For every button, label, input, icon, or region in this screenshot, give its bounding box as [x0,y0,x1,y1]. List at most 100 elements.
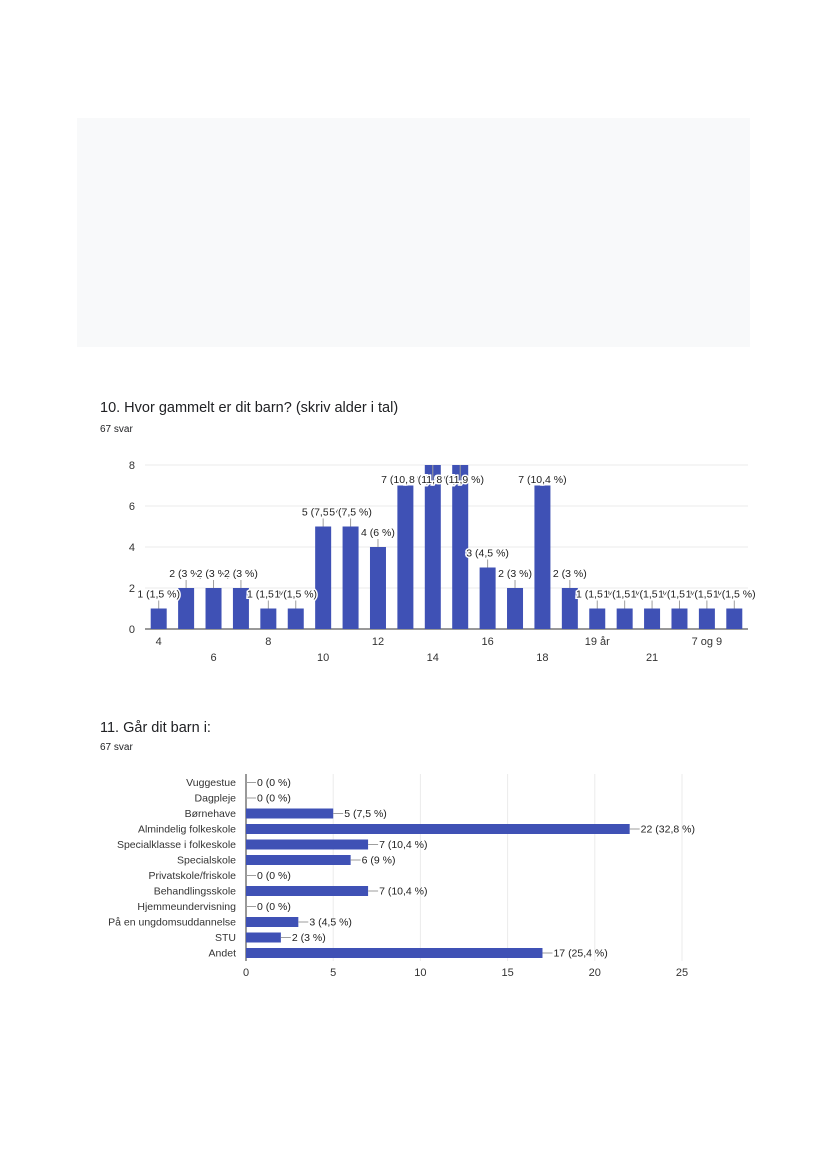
bar [424,465,441,629]
x-tick-label: 14 [427,652,439,664]
bar [178,588,195,629]
bar [246,808,334,819]
data-label: 2 (3 %) [224,568,258,580]
data-label: 8 (11,9 %) [409,474,457,486]
data-label: 2 (3 %) [292,932,326,944]
x-tick-label: 10 [414,967,426,979]
data-label: 7 (10,4 %) [381,474,429,486]
data-label: 7 (10,4 %) [379,839,427,851]
data-label: 1 (1,5 %) [658,589,701,601]
data-label: 5 (7,5 %) [302,507,345,519]
bar [205,588,222,629]
data-label: 3 (4,5 %) [309,917,352,929]
bar [616,608,633,629]
data-label: 1 (1,5 %) [631,589,674,601]
bar [561,588,578,629]
data-label: 5 (7,5 %) [344,808,387,820]
school-type-bar-chart: 0 5 10 15 20 25 Vuggestue 0 (0 %) Dagpleje 0 (0 %… [108,774,695,979]
data-label: 17 (25,4 %) [553,948,607,960]
data-label: 22 (32,8 %) [641,824,695,836]
data-label: 0 (0 %) [257,870,291,882]
data-label: 8 (11,9 %) [436,474,484,486]
bar [726,608,743,629]
data-label: 2 (3 %) [169,568,203,580]
x-tick-label: 8 [265,636,271,648]
question-11-response-count: 67 svar [100,742,133,753]
y-category-label: På en ungdomsuddannelse [108,917,236,929]
y-tick-label: 8 [129,460,135,472]
bar [287,608,304,629]
bar [246,886,369,896]
data-label: 3 (4,5 %) [466,548,509,560]
x-tick-label: 4 [156,636,162,648]
question-10-title: 10. Hvor gammelt er dit barn? (skriv ald… [100,400,399,416]
data-label: 1 (1,5 %) [576,589,619,601]
bar [150,608,167,629]
data-label: 1 (1,5 %) [686,589,729,601]
data-label: 2 (3 %) [498,568,532,580]
x-tick-label: 20 [589,967,601,979]
bar [342,526,359,629]
x-tick-label: 0 [243,967,249,979]
bar [246,917,299,927]
bar [644,608,661,629]
y-category-label: Specialklasse i folkeskole [117,839,236,851]
data-label: 7 (10,4 %) [518,474,566,486]
bar [479,567,496,629]
x-tick-label: 25 [676,967,688,979]
data-label: 0 (0 %) [257,793,291,805]
data-label: 7 (10,4 %) [379,886,427,898]
y-category-label: Specialskole [177,855,236,867]
y-category-label: Almindelig folkeskole [138,824,236,836]
data-label: 2 (3 %) [553,568,587,580]
x-tick-label: 7 og 9 [692,636,723,648]
bar [397,485,414,629]
data-label: 1 (1,5 %) [713,589,756,601]
data-label: 0 (0 %) [257,901,291,913]
y-category-label: Dagpleje [195,793,237,805]
bar [246,824,630,834]
x-tick-label: 10 [317,652,329,664]
y-category-label: Børnehave [185,808,237,820]
bar [232,588,249,629]
y-tick-label: 2 [129,583,135,595]
y-tick-label: 0 [129,624,135,636]
bar [315,526,332,629]
bar [507,588,524,629]
y-category-label: Vuggestue [186,777,236,789]
data-label: 5 (7,5 %) [329,507,372,519]
bar [589,608,606,629]
y-tick-label: 4 [129,542,135,554]
x-tick-label: 5 [330,967,336,979]
bar [260,608,277,629]
data-label: 6 (9 %) [362,855,396,867]
x-tick-label: 19 år [585,636,610,648]
question-10-response-count: 67 svar [100,424,133,435]
x-tick-label: 16 [481,636,493,648]
y-tick-label: 6 [129,501,135,513]
x-tick-label: 15 [501,967,513,979]
data-label: 1 (1,5 %) [603,589,646,601]
question-11-title: 11. Går dit barn i: [100,720,211,736]
data-label: 1 (1,5 %) [137,589,180,601]
bar [534,485,551,629]
data-label: 4 (6 %) [361,527,395,539]
y-category-label: Behandlingsskole [154,886,236,898]
bar [452,465,469,629]
bar [246,855,351,865]
x-tick-label: 6 [210,652,216,664]
y-category-label: Andet [209,948,237,960]
bar [246,948,543,958]
bar [698,608,715,629]
x-tick-label: 21 [646,652,658,664]
bar [671,608,688,629]
bar [369,547,386,629]
y-category-label: Privatskole/friskole [148,870,236,882]
x-tick-label: 18 [536,652,548,664]
y-category-label: STU [215,932,236,944]
data-label: 1 (1,5 %) [247,589,290,601]
x-tick-label: 12 [372,636,384,648]
bars-group: 1 (1,5 %)2 (3 %)2 (3 %)2 (3 %)1 (1,5 %)1… [136,465,757,629]
data-label: 2 (3 %) [197,568,231,580]
